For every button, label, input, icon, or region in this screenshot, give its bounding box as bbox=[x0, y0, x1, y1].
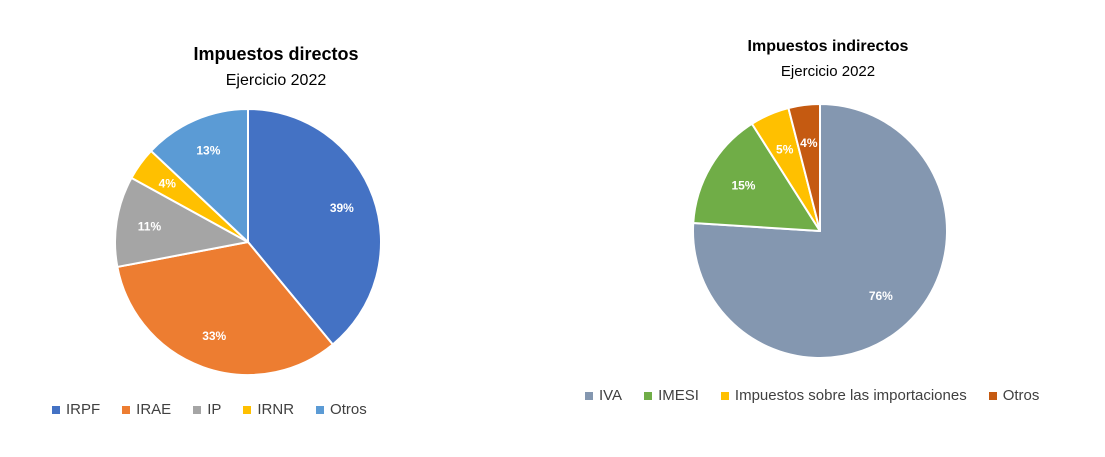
legend-label: Impuestos sobre las importaciones bbox=[734, 387, 967, 404]
chart-subtitle: Ejercicio 2022 bbox=[780, 63, 876, 80]
legend-label: IRAE bbox=[136, 401, 172, 418]
legend-swatch bbox=[243, 405, 252, 414]
data-label-impuestos-sobre-las-importaciones: 5% bbox=[776, 142, 794, 156]
legend-swatch bbox=[193, 405, 202, 414]
legend-label: IP bbox=[207, 401, 222, 418]
data-label-irnr: 4% bbox=[159, 176, 177, 190]
legend-swatch bbox=[988, 391, 997, 400]
legend-item-iva: IVA bbox=[585, 387, 622, 404]
data-label-ip: 11% bbox=[138, 219, 162, 233]
chart-directos: Impuestos directos Ejercicio 2022 39% 33%… bbox=[0, 0, 552, 457]
legend-item-irnr: IRNR bbox=[243, 401, 294, 418]
legend-swatch bbox=[585, 391, 593, 400]
legend-swatch bbox=[720, 391, 729, 400]
legend-item-imesi: IMESI bbox=[644, 387, 699, 404]
legend-swatch bbox=[52, 405, 60, 414]
legend-item-ip: IP bbox=[193, 401, 221, 418]
pie-slice-otros bbox=[150, 108, 249, 243]
legend-label: Otros bbox=[1002, 387, 1040, 404]
pie-slice-iva bbox=[692, 103, 948, 359]
pie-slice-irpf bbox=[247, 108, 382, 346]
pie-slice-irae bbox=[116, 241, 334, 376]
chart-indirectos: Impuestos indirectos Ejercicio 2022 76% 1… bbox=[552, 0, 1104, 457]
legend-item-otros: Otros bbox=[316, 401, 367, 418]
data-label-irae: 33% bbox=[202, 329, 226, 343]
legend-swatch bbox=[122, 405, 131, 414]
pie-slice-ip bbox=[114, 176, 249, 268]
legend-label: IMESI bbox=[658, 387, 699, 404]
data-label-imesi: 15% bbox=[731, 179, 755, 193]
data-label-otros: 4% bbox=[800, 136, 818, 150]
legend-label: IVA bbox=[599, 387, 623, 404]
legend-label: IRPF bbox=[66, 401, 101, 418]
chart-subtitle: Ejercicio 2022 bbox=[225, 72, 327, 89]
data-label-irpf: 39% bbox=[330, 201, 354, 215]
legend: IRPF IRAE IP IRNR Otros bbox=[52, 401, 367, 418]
legend-item-irae: IRAE bbox=[122, 401, 171, 418]
legend-item-impuestos-sobre-las-importaciones: Impuestos sobre las importaciones bbox=[720, 387, 967, 404]
pie-chart-directos: 39% 33% 11% 4% 13% bbox=[114, 108, 382, 376]
chart-title: Impuestos indirectos bbox=[747, 38, 909, 55]
legend-swatch bbox=[644, 391, 653, 400]
data-label-iva: 76% bbox=[869, 289, 893, 303]
legend-label: IRNR bbox=[257, 401, 295, 418]
chart-title: Impuestos directos bbox=[193, 44, 359, 64]
legend-item-irpf: IRPF bbox=[52, 401, 100, 418]
pie-chart-indirectos: 76% 15% 5% 4% bbox=[692, 103, 948, 359]
pie-slice-imesi bbox=[692, 122, 821, 232]
legend: IVA IMESI Impuestos sobre las importacione… bbox=[585, 387, 1039, 404]
legend-item-otros: Otros bbox=[988, 387, 1040, 404]
legend-swatch bbox=[316, 405, 325, 414]
pie-slice-otros bbox=[787, 103, 821, 232]
data-label-otros: 13% bbox=[196, 143, 220, 157]
legend-label: Otros bbox=[330, 401, 367, 418]
